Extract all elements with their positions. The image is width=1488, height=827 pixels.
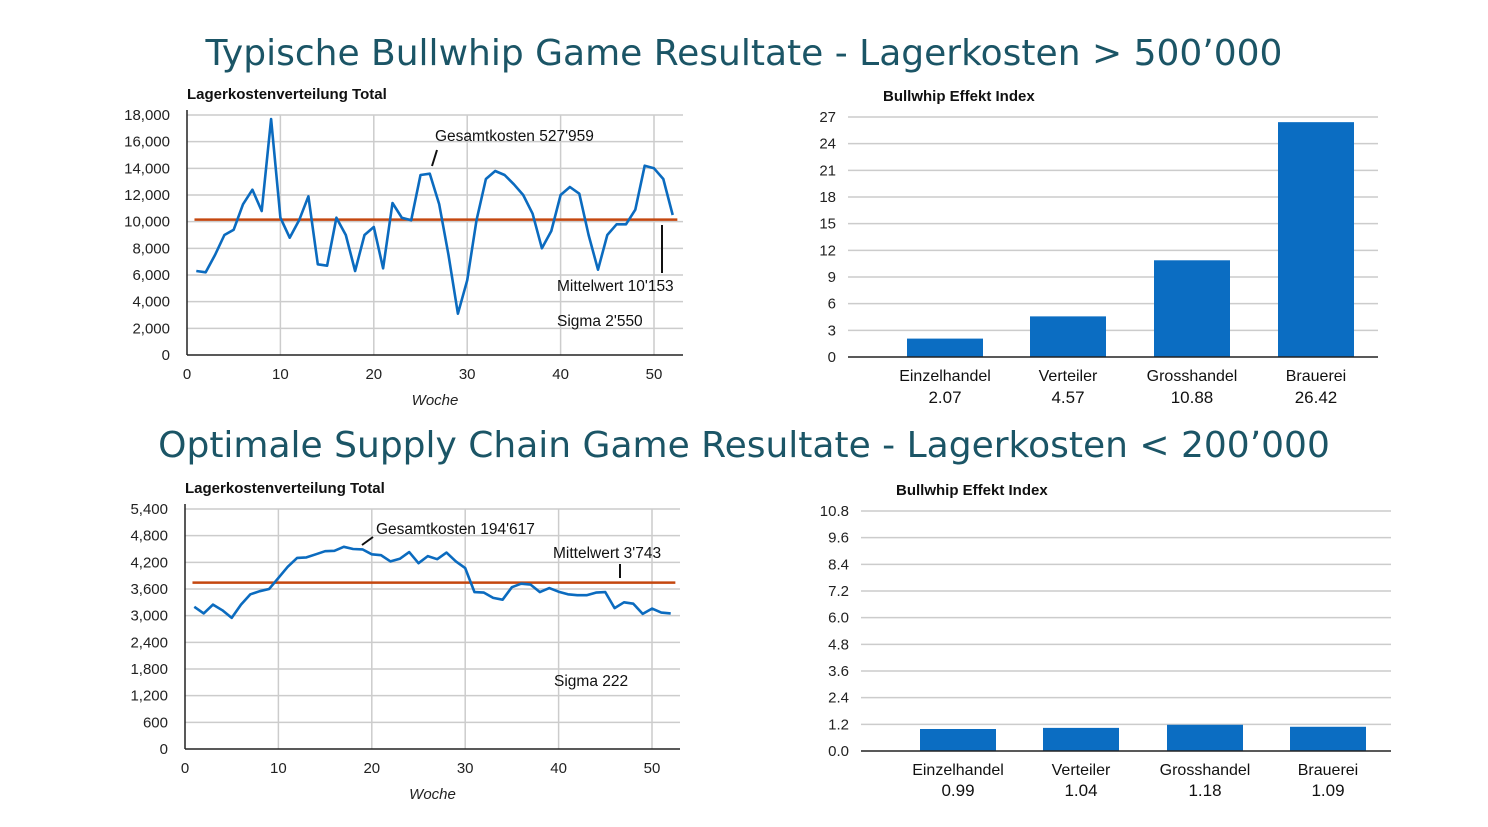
x-tick-label: 30 bbox=[459, 366, 476, 383]
y-tick-label: 16,000 bbox=[124, 134, 170, 151]
top-bar-chart: Bullwhip Effekt Index 0 3 6 9 12 15 18 21 24 27 Ein… bbox=[819, 88, 1378, 407]
category-label: Grosshandel bbox=[1147, 368, 1238, 385]
y-tick-label: 4,000 bbox=[132, 294, 170, 311]
bar-brauerei bbox=[1290, 726, 1366, 751]
bottom-bar-chart: Bullwhip Effekt Index 0.0 1.2 2.4 3.6 4.8 6.0 7… bbox=[820, 482, 1391, 800]
chart-title: Lagerkostenverteilung Total bbox=[187, 86, 387, 103]
bottom-line-chart: Lagerkostenverteilung Total 0 600 1,200 1,80… bbox=[130, 480, 680, 803]
bar-value-label: 1.04 bbox=[1064, 781, 1097, 800]
y-tick-label: 27 bbox=[819, 109, 836, 126]
section-title-bullwhip: Typische Bullwhip Game Resultate - Lager… bbox=[205, 33, 1283, 74]
bar-verteiler bbox=[1030, 316, 1106, 357]
chart-title: Bullwhip Effekt Index bbox=[896, 482, 1048, 499]
x-tick-label: 0 bbox=[183, 366, 191, 383]
top-line-chart: Lagerkostenverteilung Total 0 2,000 4,000 6,… bbox=[124, 86, 683, 409]
bar-einzelhandel bbox=[907, 338, 983, 357]
y-tick-label: 6 bbox=[828, 296, 836, 313]
y-tick-label: 8.4 bbox=[828, 556, 849, 573]
y-tick-label: 9.6 bbox=[828, 530, 849, 547]
x-tick-label: 50 bbox=[646, 366, 663, 383]
x-tick-label: 10 bbox=[272, 366, 289, 383]
total-cost-annotation: Gesamtkosten 194'617 bbox=[376, 521, 535, 538]
y-tick-label: 12,000 bbox=[124, 187, 170, 204]
cost-series-line bbox=[193, 545, 671, 620]
category-label: Brauerei bbox=[1286, 368, 1346, 385]
x-axis-label: Woche bbox=[409, 786, 456, 803]
category-label: Brauerei bbox=[1298, 762, 1358, 779]
x-tick-label: 20 bbox=[365, 366, 382, 383]
x-tick-label: 10 bbox=[270, 760, 287, 777]
mean-annotation: Mittelwert 3'743 bbox=[553, 545, 661, 562]
cost-series-line bbox=[196, 117, 674, 316]
y-tick-label: 10,000 bbox=[124, 214, 170, 231]
y-tick-label: 0 bbox=[160, 741, 168, 758]
bar-brauerei bbox=[1278, 122, 1354, 358]
y-tick-label: 9 bbox=[828, 269, 836, 286]
x-tick-label: 0 bbox=[181, 760, 189, 777]
mean-annotation: Mittelwert 10'153 bbox=[557, 278, 674, 295]
y-tick-label: 14,000 bbox=[124, 160, 170, 177]
total-cost-annotation: Gesamtkosten 527'959 bbox=[435, 128, 594, 145]
y-tick-label: 1,800 bbox=[130, 661, 168, 678]
y-tick-label: 4,200 bbox=[130, 554, 168, 571]
y-tick-label: 6.0 bbox=[828, 610, 849, 627]
y-tick-label: 10.8 bbox=[820, 503, 849, 520]
y-tick-label: 3 bbox=[828, 322, 836, 339]
x-tick-label: 50 bbox=[644, 760, 661, 777]
y-tick-label: 21 bbox=[819, 162, 836, 179]
y-tick-label: 5,400 bbox=[130, 501, 168, 518]
y-tick-label: 0.0 bbox=[828, 743, 849, 760]
y-tick-label: 6,000 bbox=[132, 267, 170, 284]
chart-title: Lagerkostenverteilung Total bbox=[185, 480, 385, 497]
y-tick-label: 600 bbox=[143, 714, 168, 731]
bar-value-label: 1.09 bbox=[1311, 781, 1344, 800]
y-tick-label: 4.8 bbox=[828, 636, 849, 653]
x-tick-label: 40 bbox=[552, 366, 569, 383]
y-tick-label: 8,000 bbox=[132, 240, 170, 257]
category-label: Verteiler bbox=[1039, 368, 1098, 385]
bar-verteiler bbox=[1043, 727, 1119, 751]
y-tick-label: 18 bbox=[819, 189, 836, 206]
category-label: Einzelhandel bbox=[899, 368, 991, 385]
x-axis-label: Woche bbox=[412, 392, 459, 409]
chart-title: Bullwhip Effekt Index bbox=[883, 88, 1035, 105]
bar-value-label: 2.07 bbox=[928, 388, 961, 407]
x-tick-label: 30 bbox=[457, 760, 474, 777]
bar-value-label: 26.42 bbox=[1295, 388, 1338, 407]
sigma-annotation: Sigma 2'550 bbox=[557, 313, 643, 330]
category-label: Verteiler bbox=[1052, 762, 1111, 779]
sigma-annotation: Sigma 222 bbox=[554, 673, 628, 690]
bar-value-label: 4.57 bbox=[1051, 388, 1084, 407]
category-label: Grosshandel bbox=[1160, 762, 1251, 779]
y-tick-label: 12 bbox=[819, 242, 836, 259]
y-tick-label: 2,000 bbox=[132, 320, 170, 337]
bar-value-label: 1.18 bbox=[1188, 781, 1221, 800]
section-title-optimal: Optimale Supply Chain Game Resultate - L… bbox=[158, 425, 1330, 466]
x-tick-label: 40 bbox=[550, 760, 567, 777]
x-tick-label: 20 bbox=[363, 760, 380, 777]
y-tick-label: 3.6 bbox=[828, 663, 849, 680]
bar-value-label: 10.88 bbox=[1171, 388, 1214, 407]
y-tick-label: 15 bbox=[819, 216, 836, 233]
y-tick-label: 7.2 bbox=[828, 583, 849, 600]
bar-value-label: 0.99 bbox=[941, 781, 974, 800]
y-tick-label: 0 bbox=[828, 349, 836, 366]
y-tick-label: 3,000 bbox=[130, 608, 168, 625]
bar-einzelhandel bbox=[920, 729, 996, 751]
y-tick-label: 1,200 bbox=[130, 688, 168, 705]
y-tick-label: 0 bbox=[162, 347, 170, 364]
total-leader bbox=[431, 149, 438, 167]
y-tick-label: 2,400 bbox=[130, 634, 168, 651]
total-leader bbox=[361, 536, 374, 546]
y-tick-label: 1.2 bbox=[828, 716, 849, 733]
y-tick-label: 4,800 bbox=[130, 528, 168, 545]
category-label: Einzelhandel bbox=[912, 762, 1004, 779]
y-tick-label: 3,600 bbox=[130, 581, 168, 598]
y-tick-label: 18,000 bbox=[124, 107, 170, 124]
y-tick-label: 24 bbox=[819, 136, 836, 153]
bar-grosshandel bbox=[1167, 724, 1243, 751]
bar-grosshandel bbox=[1154, 260, 1230, 357]
y-tick-label: 2.4 bbox=[828, 690, 849, 707]
